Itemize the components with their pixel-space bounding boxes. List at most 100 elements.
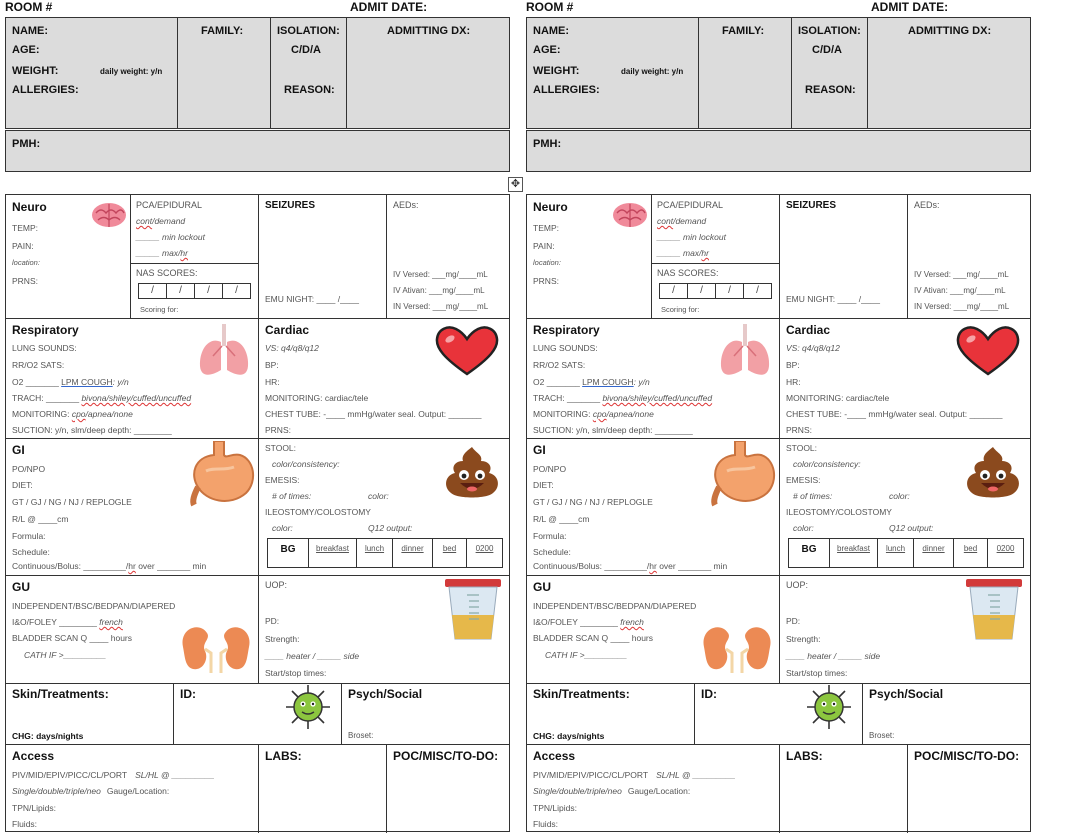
temp-field[interactable]: TEMP: bbox=[12, 223, 38, 233]
bladder-scan-field[interactable]: BLADDER SCAN Q ____ hours bbox=[533, 633, 653, 643]
emu-night-field[interactable]: EMU NIGHT: ____ /____ bbox=[786, 294, 881, 304]
cardiac-monitoring-field[interactable]: MONITORING: cardiac/tele bbox=[265, 393, 369, 403]
pd-strength-field[interactable]: Strength: bbox=[265, 634, 300, 644]
pain-location-field[interactable]: location: bbox=[12, 258, 40, 267]
weight-field[interactable]: WEIGHT: bbox=[533, 65, 580, 77]
iv-versed-field[interactable]: IV Versed: ___mg/____mL bbox=[393, 270, 488, 279]
o2-field[interactable]: O2 _______ bbox=[533, 377, 583, 387]
isolation-field[interactable]: ISOLATION: bbox=[798, 25, 861, 37]
suction-field[interactable]: SUCTION: y/n, slm/deep depth: ________ bbox=[533, 425, 693, 435]
weight-field[interactable]: WEIGHT: bbox=[12, 65, 59, 77]
io-foley-field[interactable]: I&O/FOLEY ________ bbox=[533, 617, 621, 627]
po-npo-field[interactable]: PO/NPO bbox=[533, 464, 567, 474]
hr-field[interactable]: HR: bbox=[786, 377, 801, 387]
in-versed-field[interactable]: IN Versed: ___mg/____mL bbox=[393, 302, 489, 311]
trach-field[interactable]: TRACH: _______ bbox=[533, 393, 603, 403]
scoring-for-field[interactable]: Scoring for: bbox=[661, 305, 700, 314]
rr-o2-field[interactable]: RR/O2 SATS: bbox=[12, 360, 65, 370]
pain-field[interactable]: PAIN: bbox=[12, 241, 34, 251]
emesis-times-field[interactable]: # of times: bbox=[272, 491, 312, 501]
io-foley-field[interactable]: I&O/FOLEY ________ bbox=[12, 617, 100, 627]
o2-field[interactable]: O2 _______ bbox=[12, 377, 62, 387]
cath-if-field[interactable]: CATH IF >_________ bbox=[24, 650, 107, 660]
formula-field[interactable]: Formula: bbox=[12, 531, 46, 541]
pmh-field[interactable]: PMH: bbox=[12, 138, 41, 150]
tpn-lipids-field[interactable]: TPN/Lipids: bbox=[12, 803, 56, 813]
q12-output-field[interactable]: Q12 output: bbox=[889, 523, 934, 533]
broset-field[interactable]: Broset: bbox=[348, 731, 374, 740]
pd-field[interactable]: PD: bbox=[786, 616, 801, 626]
lung-sounds-field[interactable]: LUNG SOUNDS: bbox=[12, 343, 77, 353]
gu-options-field[interactable]: INDEPENDENT/BSC/BEDPAN/DIAPERED bbox=[12, 601, 176, 611]
continuous-bolus-field[interactable]: Continuous/Bolus: _________/ bbox=[533, 561, 650, 571]
family-field[interactable]: FAMILY: bbox=[722, 25, 765, 37]
reason-field[interactable]: REASON: bbox=[284, 84, 335, 96]
iv-versed-field[interactable]: IV Versed: ___mg/____mL bbox=[914, 270, 1009, 279]
uop-field[interactable]: UOP: bbox=[265, 580, 288, 590]
emesis-field[interactable]: EMESIS: bbox=[265, 475, 300, 485]
cardiac-prns-field[interactable]: PRNS: bbox=[265, 425, 291, 435]
bp-field[interactable]: BP: bbox=[265, 360, 279, 370]
resp-monitoring-field[interactable]: MONITORING: bbox=[12, 409, 72, 419]
diet-field[interactable]: DIET: bbox=[12, 480, 33, 490]
scoring-for-field[interactable]: Scoring for: bbox=[140, 305, 179, 314]
temp-field[interactable]: TEMP: bbox=[533, 223, 559, 233]
ostomy-color-field[interactable]: color: bbox=[272, 523, 293, 533]
pmh-field[interactable]: PMH: bbox=[533, 138, 562, 150]
stool-field[interactable]: STOOL: bbox=[786, 443, 818, 453]
neuro-prns-field[interactable]: PRNS: bbox=[533, 276, 559, 286]
start-stop-field[interactable]: Start/stop times: bbox=[786, 668, 848, 678]
gi-tubes-field[interactable]: GT / GJ / NG / NJ / REPLOGLE bbox=[12, 497, 132, 507]
gauge-location-field[interactable]: Gauge/Location: bbox=[627, 786, 691, 796]
cardiac-monitoring-field[interactable]: MONITORING: cardiac/tele bbox=[786, 393, 890, 403]
rr-o2-field[interactable]: RR/O2 SATS: bbox=[533, 360, 586, 370]
start-stop-field[interactable]: Start/stop times: bbox=[265, 668, 327, 678]
resp-monitoring-field[interactable]: MONITORING: bbox=[533, 409, 593, 419]
cardiac-prns-field[interactable]: PRNS: bbox=[786, 425, 812, 435]
chest-tube-field[interactable]: CHEST TUBE: -____ mmHg/water seal. Outpu… bbox=[265, 409, 482, 419]
nas-score-boxes[interactable]: / / / / bbox=[659, 283, 772, 299]
bg-table[interactable]: BG breakfast lunch dinner bed 0200 bbox=[788, 538, 1024, 568]
age-field[interactable]: AGE: bbox=[533, 44, 561, 56]
cath-if-field[interactable]: CATH IF >_________ bbox=[545, 650, 628, 660]
emesis-times-field[interactable]: # of times: bbox=[793, 491, 833, 501]
formula-field[interactable]: Formula: bbox=[533, 531, 567, 541]
lumen-field[interactable]: Single/double/triple/neo bbox=[12, 786, 101, 796]
in-versed-field[interactable]: IN Versed: ___mg/____mL bbox=[914, 302, 1010, 311]
schedule-field[interactable]: Schedule: bbox=[533, 547, 571, 557]
pain-location-field[interactable]: location: bbox=[533, 258, 561, 267]
pd-field[interactable]: PD: bbox=[265, 616, 280, 626]
emesis-field[interactable]: EMESIS: bbox=[786, 475, 821, 485]
suction-field[interactable]: SUCTION: y/n, slm/deep depth: ________ bbox=[12, 425, 172, 435]
gi-tubes-field[interactable]: GT / GJ / NG / NJ / REPLOGLE bbox=[533, 497, 653, 507]
diet-field[interactable]: DIET: bbox=[533, 480, 554, 490]
fluids-field[interactable]: Fluids: bbox=[12, 819, 38, 829]
po-npo-field[interactable]: PO/NPO bbox=[12, 464, 46, 474]
hr-field[interactable]: HR: bbox=[265, 377, 280, 387]
trach-field[interactable]: TRACH: _______ bbox=[12, 393, 82, 403]
emesis-color-field[interactable]: color: bbox=[368, 491, 389, 501]
pca-max-field[interactable]: _____ max/ bbox=[657, 248, 702, 258]
neuro-prns-field[interactable]: PRNS: bbox=[12, 276, 38, 286]
isolation-field[interactable]: ISOLATION: bbox=[277, 25, 340, 37]
pain-field[interactable]: PAIN: bbox=[533, 241, 555, 251]
reason-field[interactable]: REASON: bbox=[805, 84, 856, 96]
emu-night-field[interactable]: EMU NIGHT: ____ /____ bbox=[265, 294, 360, 304]
age-field[interactable]: AGE: bbox=[12, 44, 40, 56]
sl-hl-field[interactable]: SL/HL @ _________ bbox=[656, 770, 736, 780]
rl-field[interactable]: R/L @ ____cm bbox=[533, 514, 590, 524]
schedule-field[interactable]: Schedule: bbox=[12, 547, 50, 557]
emesis-color-field[interactable]: color: bbox=[889, 491, 910, 501]
gu-options-field[interactable]: INDEPENDENT/BSC/BEDPAN/DIAPERED bbox=[533, 601, 697, 611]
bp-field[interactable]: BP: bbox=[786, 360, 800, 370]
stool-field[interactable]: STOOL: bbox=[265, 443, 297, 453]
admitting-dx-field[interactable]: ADMITTING DX: bbox=[908, 25, 992, 37]
move-handle-icon[interactable]: ✥ bbox=[508, 177, 523, 192]
lung-sounds-field[interactable]: LUNG SOUNDS: bbox=[533, 343, 598, 353]
allergies-field[interactable]: ALLERGIES: bbox=[533, 84, 600, 96]
fluids-field[interactable]: Fluids: bbox=[533, 819, 559, 829]
chg-field[interactable]: CHG: days/nights bbox=[12, 731, 84, 741]
q12-output-field[interactable]: Q12 output: bbox=[368, 523, 413, 533]
iv-ativan-field[interactable]: IV Ativan: ___mg/____mL bbox=[914, 286, 1006, 295]
nas-score-boxes[interactable]: / / / / bbox=[138, 283, 251, 299]
